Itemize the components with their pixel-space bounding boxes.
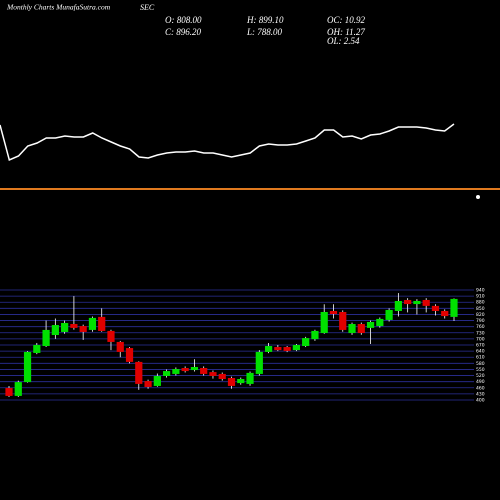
candle-body (441, 310, 449, 317)
candle-body (450, 298, 458, 317)
candle-body (70, 324, 78, 328)
candle-body (404, 299, 412, 305)
candle-body (200, 368, 208, 374)
candle-body (329, 310, 338, 315)
candle-body (116, 341, 124, 352)
candle-body (385, 309, 393, 320)
candle-body (153, 375, 161, 386)
y-tick-label: 580 (476, 361, 485, 367)
candle-body (255, 351, 263, 374)
stat: O: 808.00 (165, 15, 202, 25)
y-tick-label: 400 (476, 398, 485, 404)
candle-body (23, 351, 32, 383)
stat: L: 788.00 (246, 27, 283, 37)
y-tick-label: 820 (476, 312, 485, 318)
candle-body (292, 345, 300, 351)
candle-body (357, 324, 365, 333)
candle-body (218, 373, 226, 380)
candle-body (422, 299, 430, 306)
candle-body (283, 347, 291, 351)
candle-body (264, 346, 273, 352)
candle-body (413, 301, 421, 305)
y-tick-label: 640 (476, 349, 485, 355)
y-tick-label: 460 (476, 385, 485, 391)
candle-body (98, 316, 106, 331)
y-tick-label: 610 (476, 355, 485, 361)
candle-body (79, 326, 87, 332)
y-tick-label: 760 (476, 324, 485, 330)
candle-body (88, 317, 97, 330)
indicator-line (0, 123, 455, 162)
marker-dot (476, 195, 480, 199)
stat: OH: 11.27 (327, 27, 365, 37)
candle-body (125, 348, 134, 362)
candle-body (237, 379, 245, 384)
candle-body (274, 347, 282, 351)
y-tick-label: 550 (476, 367, 485, 373)
y-tick-label: 520 (476, 373, 485, 379)
y-tick-label: 670 (476, 343, 485, 349)
candle-body (209, 372, 217, 376)
candle-body (394, 301, 402, 311)
candle-body (135, 361, 143, 384)
candle-body (227, 378, 236, 386)
y-tick-label: 850 (476, 306, 485, 312)
candle-body (107, 330, 115, 342)
candle-body (339, 312, 347, 330)
candle-body (33, 345, 41, 353)
candle-body (348, 324, 356, 333)
stat: OL: 2.54 (327, 36, 360, 46)
candle-body (311, 330, 319, 340)
candle-body (42, 329, 50, 347)
candle-body (431, 305, 440, 311)
candle-body (5, 387, 13, 396)
y-tick-label: 430 (476, 391, 485, 397)
y-tick-label: 730 (476, 330, 485, 336)
candle-body (172, 369, 180, 374)
symbol: SEC (140, 3, 155, 12)
candle-body (376, 318, 384, 327)
candle-body (190, 367, 199, 371)
candle-body (144, 381, 152, 387)
candle-body (302, 338, 310, 347)
y-tick-label: 490 (476, 379, 485, 385)
candle-body (246, 372, 254, 384)
y-tick-label: 790 (476, 318, 485, 324)
candle-body (14, 382, 22, 396)
candle-body (366, 321, 375, 328)
stat: OC: 10.92 (327, 15, 365, 25)
y-tick-label: 910 (476, 294, 485, 300)
chart-title: Monthly Charts MunafaSutra.com (6, 3, 111, 12)
y-tick-label: 880 (476, 300, 485, 306)
stat: C: 896.20 (165, 27, 202, 37)
y-tick-label: 940 (476, 288, 485, 294)
candle-body (320, 312, 328, 333)
candle-body (61, 323, 69, 332)
candle-body (163, 371, 171, 376)
candle-body (181, 368, 189, 372)
candle-body (51, 325, 59, 336)
stat: H: 899.10 (246, 15, 284, 25)
y-tick-label: 700 (476, 336, 485, 342)
